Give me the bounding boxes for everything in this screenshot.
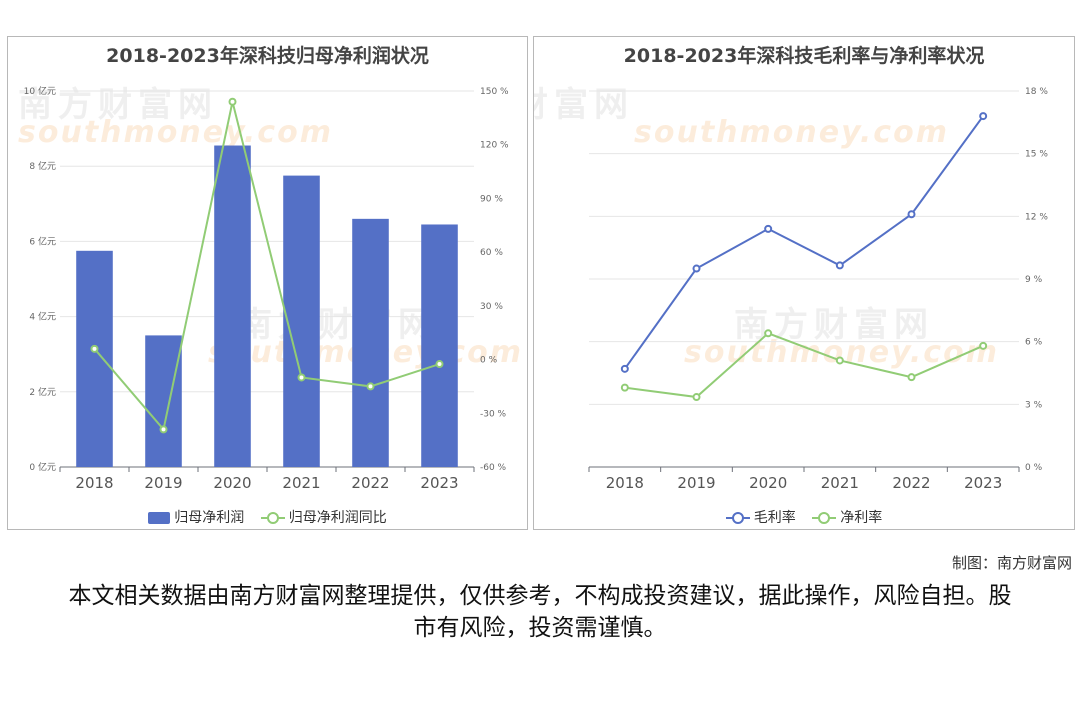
gross-margin-point [979, 112, 988, 121]
legend-label: 归母净利润同比 [288, 510, 387, 526]
legend-item[interactable]: 归母净利润同比 [260, 507, 387, 527]
legend-swatch-line [812, 512, 837, 524]
legend-label: 归母净利润 [174, 510, 245, 526]
y-right-tick-label: 120 % [480, 141, 509, 151]
legend-swatch-line [260, 512, 285, 524]
y-right-tick-label: 15 % [1025, 150, 1048, 160]
y-left-tick-label: 2 亿元 [29, 386, 56, 398]
y-right-tick-label: 12 % [1025, 212, 1048, 222]
y-left-tick-label: 10 亿元 [24, 85, 56, 97]
x-tick-label: 2019 [144, 474, 182, 492]
net-margin-point [907, 373, 916, 382]
legend-item[interactable]: 毛利率 [725, 507, 796, 527]
legend-item[interactable]: 净利率 [812, 507, 882, 527]
y-left-tick-label: 6 亿元 [29, 235, 56, 247]
net-margin-point [692, 393, 701, 402]
x-tick-label: 2018 [606, 474, 644, 492]
x-tick-label: 2018 [75, 474, 113, 492]
legend-item[interactable]: 归母净利润 [148, 507, 244, 527]
x-tick-label: 2023 [420, 474, 458, 492]
y-right-tick-label: 9 % [1025, 275, 1043, 285]
net-margin-point [835, 356, 844, 365]
x-tick-label: 2021 [282, 474, 320, 492]
left-chart-panel: 南方财富网 southmoney.com 南方财富网 southmoney.co… [7, 36, 528, 530]
bar [283, 175, 320, 467]
bar [76, 250, 113, 467]
net-margin-point [979, 341, 988, 350]
y-left-tick-label: 0 亿元 [29, 461, 56, 473]
right-chart-panel: 南方财富网 southmoney.com 南方财富网 southmoney.co… [533, 36, 1075, 530]
chart-credit: 制图：南方财富网 [951, 554, 1072, 572]
yoy-series-line [93, 101, 440, 432]
yoy-point [435, 360, 444, 369]
y-right-tick-label: 6 % [1025, 338, 1043, 348]
x-tick-label: 2023 [964, 474, 1002, 492]
bar [421, 224, 458, 467]
margin-chart: 0 % 3 % 6 % 9 % 12 % 15 % 18 % 2018 2019 2020 2021… [588, 87, 1048, 492]
x-tick-label: 2020 [213, 474, 251, 492]
bar [214, 145, 251, 467]
yoy-point [228, 97, 237, 106]
y-left-tick-label: 8 亿元 [29, 160, 56, 172]
y-right-tick-label: -60 % [480, 463, 507, 473]
chart-title: 2018-2023年深科技归母净利润状况 [106, 45, 429, 67]
y-right-tick-label: -30 % [480, 409, 507, 419]
y-right-tick-label: 150 % [480, 87, 509, 97]
y-left-tick-label: 4 亿元 [29, 311, 56, 323]
x-tick-label: 2022 [892, 474, 930, 492]
net-profit-chart: 0 亿元 2 亿元 4 亿元 6 亿元 8 亿元 10 亿元 -60 % -30 % 0 % 30… [24, 85, 509, 492]
x-tick-label: 2021 [821, 474, 859, 492]
x-tick-label: 2019 [677, 474, 715, 492]
legend-swatch-bar [148, 512, 171, 524]
gross-margin-point [907, 210, 916, 219]
x-tick-label: 2020 [749, 474, 787, 492]
net-margin-point [620, 383, 629, 392]
chart-legend: 归母净利润 归母净利润同比 [8, 507, 527, 527]
x-tick-label: 2022 [351, 474, 389, 492]
y-right-tick-label: 0 % [480, 356, 498, 366]
net-margin-line [624, 332, 984, 399]
gross-margin-point [835, 261, 844, 270]
y-right-tick-label: 30 % [480, 302, 503, 312]
y-right-tick-label: 18 % [1025, 87, 1048, 97]
legend-swatch-line [725, 512, 750, 524]
yoy-point [90, 344, 99, 353]
y-right-tick-label: 90 % [480, 194, 503, 204]
gross-margin-point [764, 224, 773, 233]
bar [145, 335, 182, 467]
yoy-point [366, 382, 375, 391]
yoy-point [159, 425, 168, 434]
y-right-tick-label: 3 % [1025, 400, 1043, 410]
bar [352, 218, 389, 467]
legend-label: 毛利率 [753, 510, 796, 526]
yoy-point [297, 373, 306, 382]
chart-legend: 毛利率 净利率 [534, 507, 1074, 527]
gross-margin-point [620, 364, 629, 373]
net-margin-point [764, 329, 773, 338]
gross-margin-point [692, 264, 701, 273]
disclaimer-text: 本文相关数据由南方财富网整理提供，仅供参考，不构成投资建议，据此操作，风险自担。… [68, 583, 1012, 641]
gross-margin-line [624, 115, 984, 370]
y-right-tick-label: 60 % [480, 248, 503, 258]
legend-label: 净利率 [840, 510, 883, 526]
chart-title: 2018-2023年深科技毛利率与净利率状况 [623, 45, 985, 67]
y-right-tick-label: 0 % [1025, 463, 1043, 473]
